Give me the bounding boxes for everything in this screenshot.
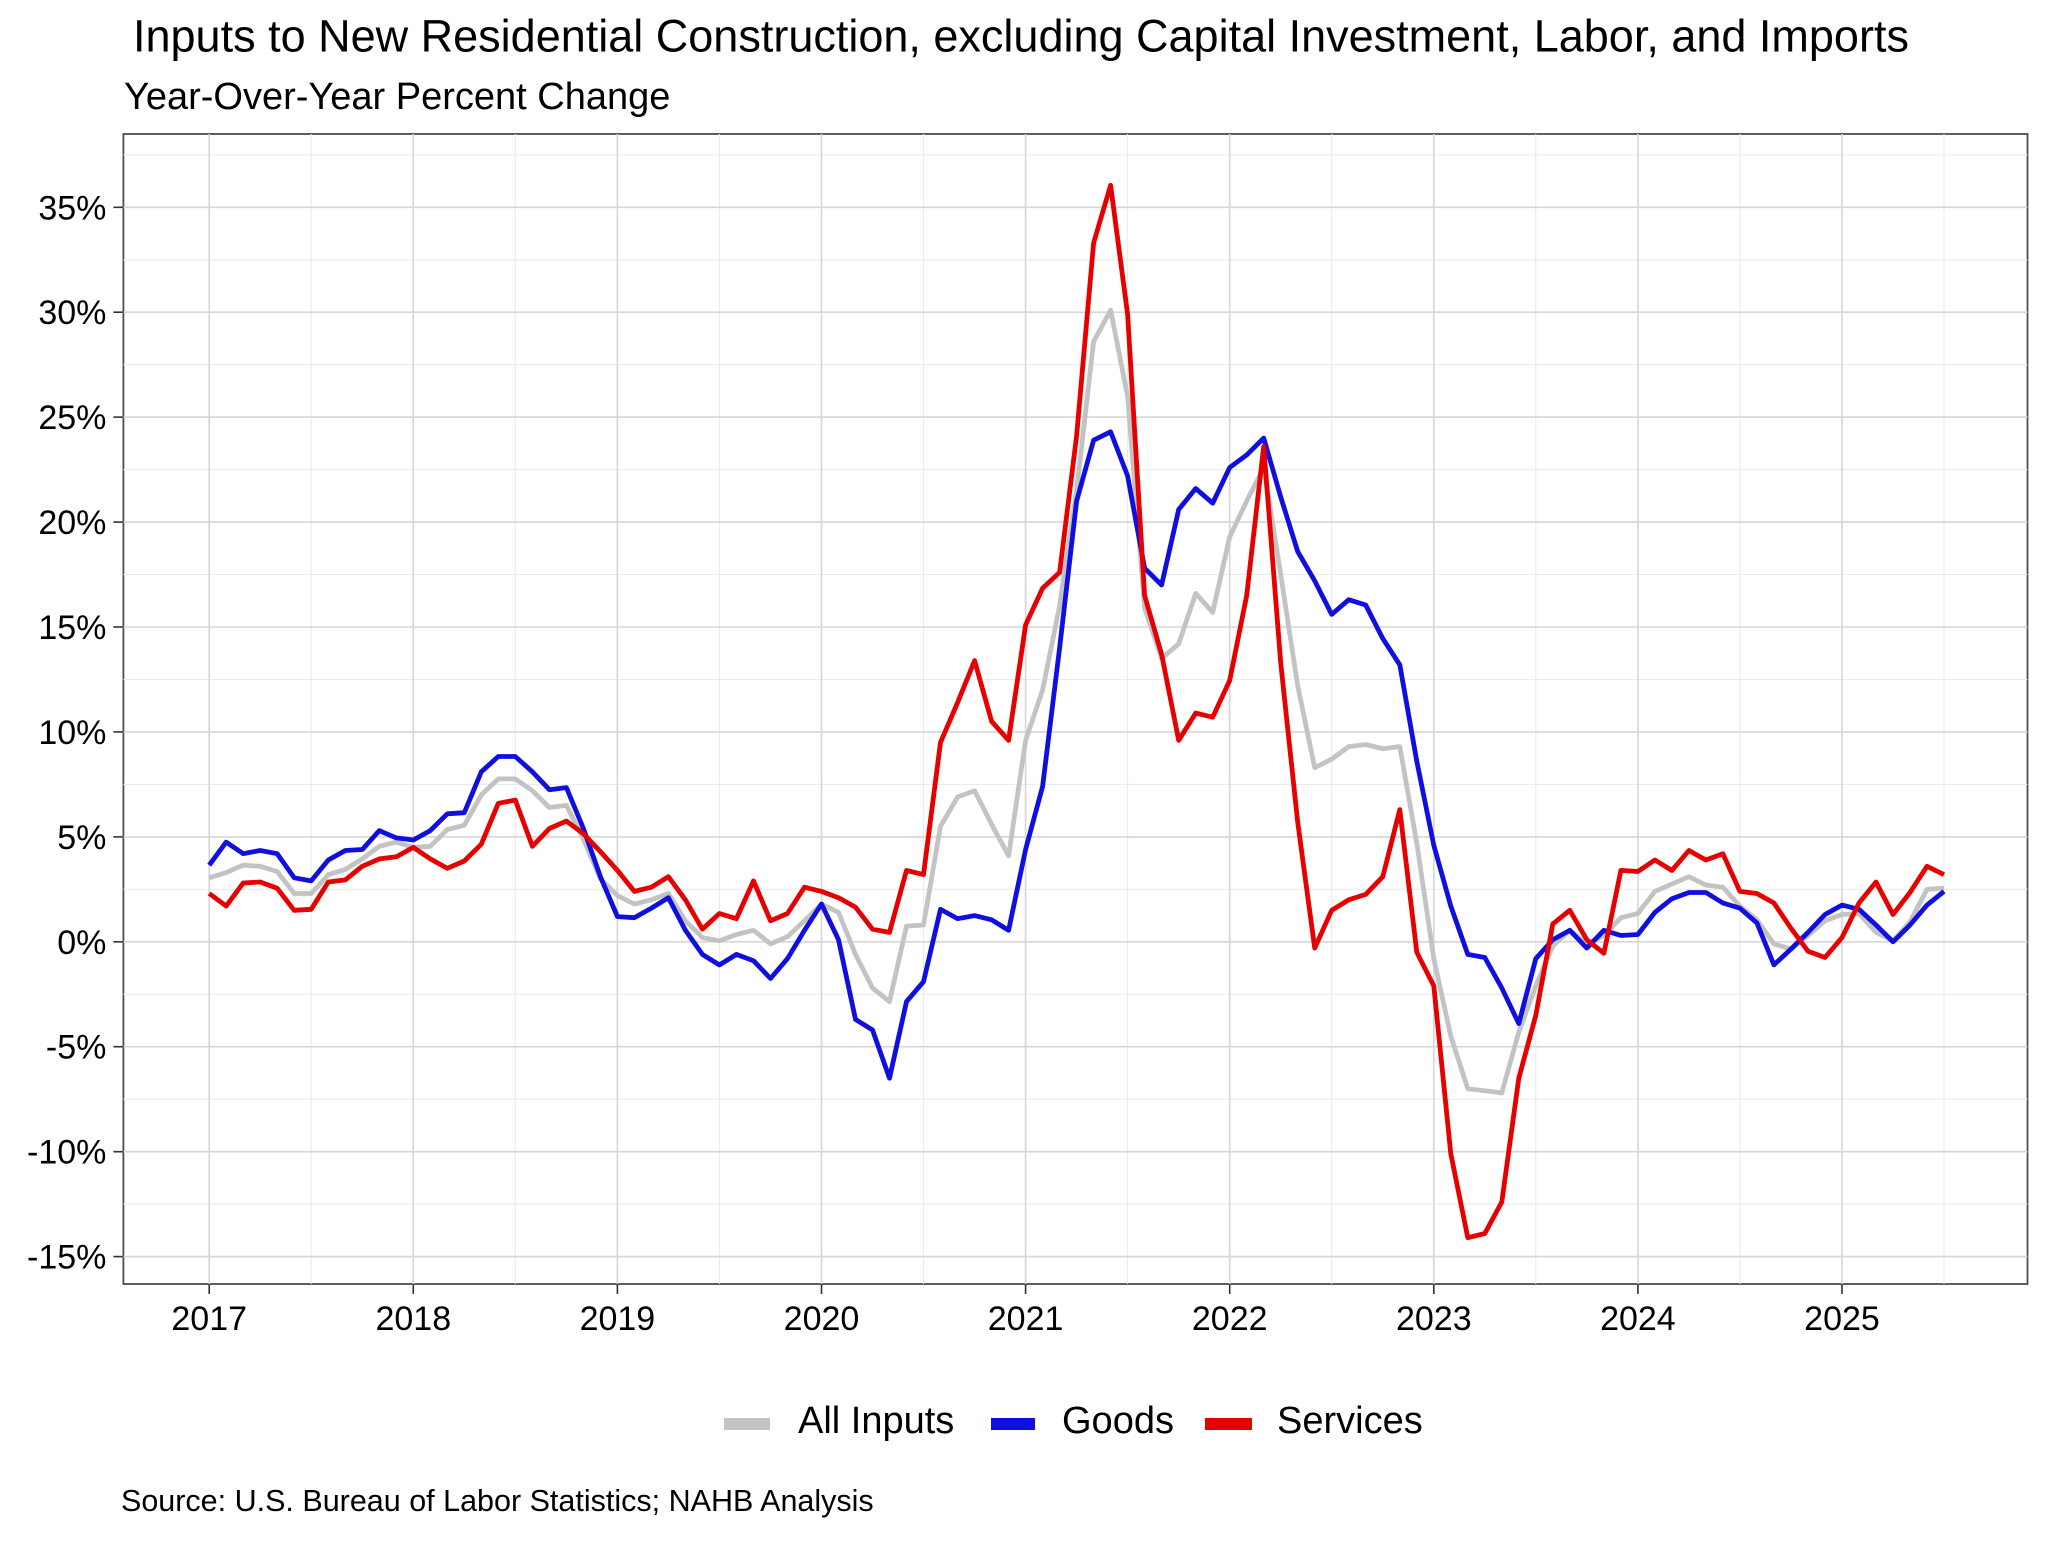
svg-text:-15%: -15% xyxy=(27,1239,106,1277)
svg-text:Services: Services xyxy=(1277,1400,1423,1442)
svg-text:35%: 35% xyxy=(38,189,106,227)
svg-text:2024: 2024 xyxy=(1600,1300,1676,1338)
svg-text:5%: 5% xyxy=(57,819,106,857)
svg-text:2025: 2025 xyxy=(1804,1300,1880,1338)
svg-text:2019: 2019 xyxy=(580,1300,656,1338)
svg-text:0%: 0% xyxy=(57,924,106,962)
svg-text:2021: 2021 xyxy=(988,1300,1064,1338)
svg-text:2022: 2022 xyxy=(1192,1300,1268,1338)
svg-text:2023: 2023 xyxy=(1396,1300,1472,1338)
svg-text:-10%: -10% xyxy=(27,1134,106,1172)
svg-text:2017: 2017 xyxy=(171,1300,247,1338)
svg-text:20%: 20% xyxy=(38,504,106,542)
svg-text:30%: 30% xyxy=(38,294,106,332)
svg-text:Year-Over-Year Percent Change: Year-Over-Year Percent Change xyxy=(124,76,670,118)
svg-text:10%: 10% xyxy=(38,714,106,752)
svg-text:Goods: Goods xyxy=(1062,1400,1174,1442)
svg-text:2020: 2020 xyxy=(784,1300,860,1338)
svg-text:-5%: -5% xyxy=(46,1029,106,1067)
svg-text:25%: 25% xyxy=(38,399,106,437)
svg-text:2018: 2018 xyxy=(375,1300,451,1338)
svg-text:15%: 15% xyxy=(38,609,106,647)
svg-text:Inputs to New Residential Cons: Inputs to New Residential Construction, … xyxy=(133,11,1909,62)
svg-text:All Inputs: All Inputs xyxy=(798,1400,954,1442)
svg-text:Source: U.S. Bureau of Labor S: Source: U.S. Bureau of Labor Statistics;… xyxy=(121,1484,874,1518)
